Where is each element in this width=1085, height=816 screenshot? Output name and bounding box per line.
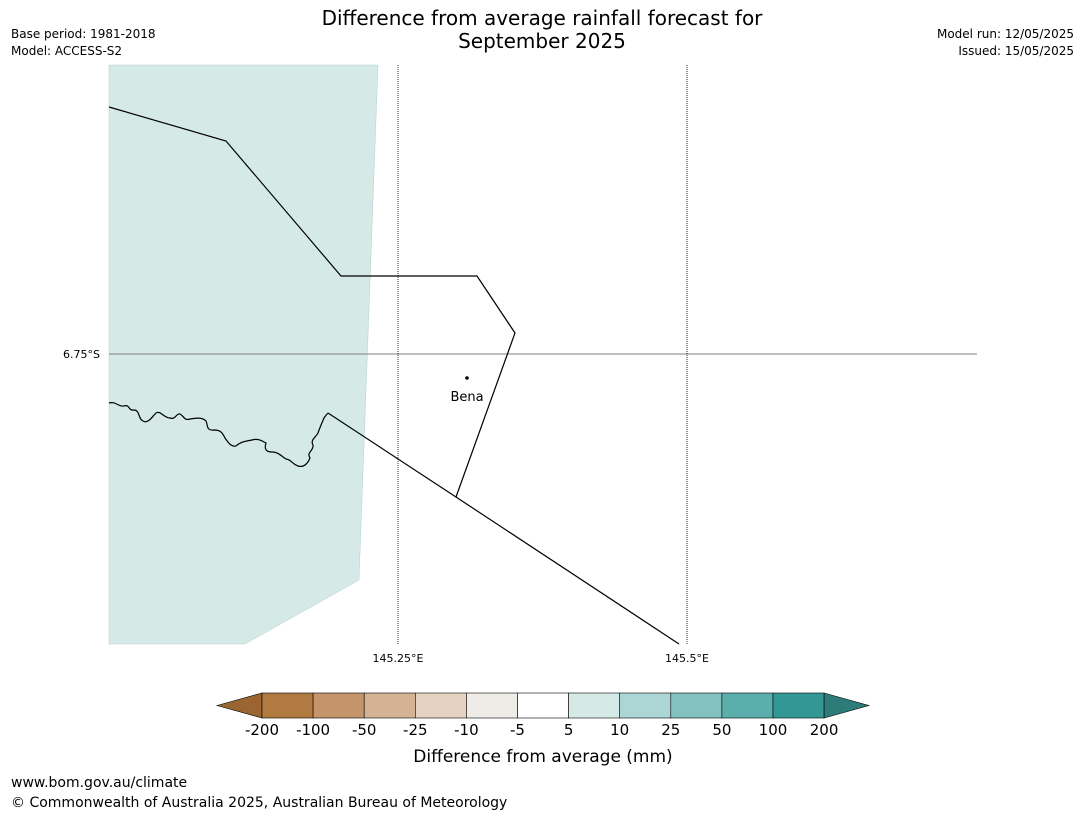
legend-tick-label: -10 <box>454 721 479 739</box>
title-line-2: September 2025 <box>458 29 626 53</box>
model-name: Model: ACCESS-S2 <box>11 44 123 58</box>
legend-ticks: -200 -100 -50 -25 -10 -5 5 10 25 50 100 200 <box>245 721 838 739</box>
legend-swatch <box>517 692 569 719</box>
legend-tick-label: -200 <box>245 721 279 739</box>
legend-tick-label: -5 <box>510 721 525 739</box>
legend-swatch <box>261 692 314 719</box>
place-label: Bena <box>450 390 483 405</box>
legend-swatch <box>466 692 518 719</box>
base-period: Base period: 1981-2018 <box>11 27 156 41</box>
place-marker <box>465 376 469 380</box>
region-boundary-south <box>327 412 680 645</box>
meta-left: Base period: 1981-2018 Model: ACCESS-S2 <box>11 26 156 60</box>
legend-swatch <box>670 692 723 719</box>
footer-url: www.bom.gov.au/climate <box>11 775 188 791</box>
legend-swatch <box>772 692 825 719</box>
legend-arrow-low <box>215 692 263 719</box>
legend-arrow-high <box>823 692 871 719</box>
legend-tick-label: 50 <box>712 721 731 739</box>
chart-title: Difference from average rainfall forecas… <box>292 7 792 53</box>
legend-tick-label: 200 <box>810 721 839 739</box>
legend-tick-label: 10 <box>610 721 629 739</box>
legend-tick-label: 25 <box>661 721 680 739</box>
legend-tick-label: -100 <box>296 721 330 739</box>
legend-swatch <box>721 692 774 719</box>
legend-tick-label: -50 <box>352 721 377 739</box>
legend-swatch <box>568 692 620 719</box>
legend-swatch <box>619 692 672 719</box>
river-line <box>108 401 329 468</box>
title-line-1: Difference from average rainfall forecas… <box>321 6 763 30</box>
legend-swatch <box>312 692 365 719</box>
legend-swatch <box>414 692 467 719</box>
legend-swatch <box>363 692 416 719</box>
lat-label: 6.75°S <box>63 348 100 361</box>
legend-tick-label: 100 <box>759 721 788 739</box>
legend-colorbar <box>215 692 871 719</box>
lon-label-145-5: 145.5°E <box>665 652 709 665</box>
meta-right: Model run: 12/05/2025 Issued: 15/05/2025 <box>937 26 1074 60</box>
lon-label-145-25: 145.25°E <box>373 652 424 665</box>
legend-tick-label: 5 <box>564 721 574 739</box>
issued-date: Issued: 15/05/2025 <box>958 44 1074 58</box>
legend-title: Difference from average (mm) <box>413 747 672 767</box>
footer-copyright: © Commonwealth of Australia 2025, Austra… <box>11 795 508 811</box>
model-run: Model run: 12/05/2025 <box>936 27 1074 41</box>
legend-tick-label: -25 <box>403 721 428 739</box>
region-boundary <box>108 106 516 498</box>
